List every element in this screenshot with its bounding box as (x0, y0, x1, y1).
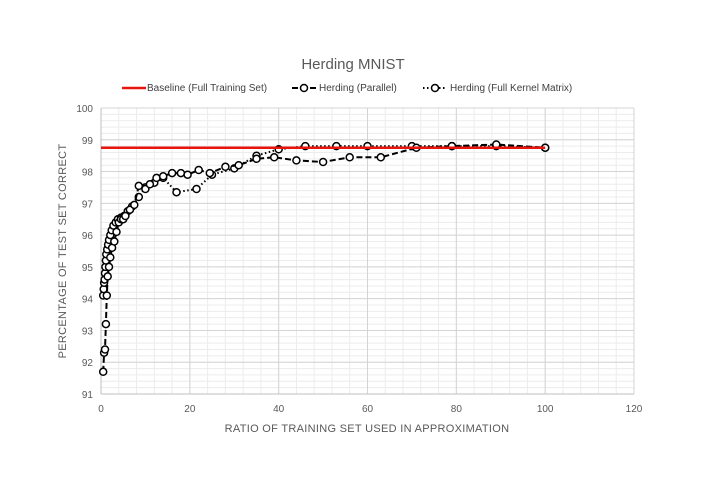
data-point-herding-parallel (98, 367, 108, 377)
tick-labels: 0 20 40 60 80 100 120 91 92 93 94 95 96 97 98 99 100 (76, 104, 642, 415)
data-point-herding-parallel (269, 153, 279, 162)
x-tick-label: 40 (273, 404, 285, 415)
legend-label-herding-parallel: Herding (Parallel) (319, 83, 397, 94)
x-tick-label: 100 (537, 404, 554, 415)
x-tick-label: 20 (184, 404, 196, 415)
data-point-herding-parallel (376, 153, 386, 162)
y-tick-label: 97 (82, 199, 94, 210)
legend-item-herding-parallel: Herding (Parallel) (292, 83, 397, 94)
legend-label-baseline: Baseline (Full Training Set) (147, 83, 267, 94)
legend-item-baseline: Baseline (Full Training Set) (122, 83, 267, 94)
legend-label-herding-full-kernel: Herding (Full Kernel Matrix) (450, 83, 572, 94)
data-point-herding-parallel (106, 253, 115, 262)
data-point-herding-parallel (292, 156, 301, 165)
data-point-herding-parallel (103, 272, 112, 281)
y-tick-label: 96 (82, 231, 94, 242)
x-tick-label: 120 (626, 404, 643, 415)
gridlines (100, 107, 635, 395)
y-tick-label: 94 (82, 295, 94, 306)
data-point-herding-parallel (100, 345, 110, 354)
data-point-herding-parallel (152, 173, 161, 183)
data-point-herding-parallel (130, 200, 139, 210)
y-tick-label: 92 (82, 358, 94, 369)
data-point-herding-parallel (110, 237, 119, 246)
data-point-herding-parallel (102, 291, 112, 300)
series-line-herding-parallel (102, 143, 546, 372)
data-point-herding-parallel (112, 227, 121, 237)
y-tick-label: 91 (82, 390, 94, 401)
data-point-herding-parallel (134, 181, 144, 191)
data-point-herding-full-kernel-matrix (192, 184, 201, 194)
data-point-herding-parallel (101, 319, 111, 329)
y-tick-label: 100 (76, 104, 93, 115)
data-point-herding-parallel (176, 168, 186, 178)
data-point-herding-parallel (121, 211, 130, 221)
data-point-herding-parallel (205, 168, 215, 178)
data-point-herding-parallel (252, 154, 261, 164)
x-tick-label: 60 (362, 404, 374, 415)
legend-marker-herding-full-kernel (430, 83, 440, 93)
data-point-herding-parallel (234, 160, 243, 170)
y-tick-label: 95 (82, 263, 94, 274)
x-axis-title: RATIO OF TRAINING SET USED IN APPROXIMAT… (225, 423, 510, 435)
data-point-herding-parallel (183, 170, 192, 179)
axes (100, 108, 634, 395)
legend-item-herding-full-kernel: Herding (Full Kernel Matrix) (423, 83, 572, 94)
data-point-herding-parallel (194, 165, 203, 175)
data-point-herding-parallel (167, 168, 177, 178)
x-tick-label: 80 (451, 404, 463, 415)
plot-area (98, 140, 550, 377)
y-tick-label: 98 (82, 168, 94, 179)
data-point-herding-parallel (221, 162, 230, 172)
y-axis-title: PERCENTAGE OF TEST SET CORRECT (57, 144, 69, 359)
legend: Baseline (Full Training Set) Herding (Pa… (122, 83, 572, 94)
data-point-herding-full-kernel-matrix (172, 187, 181, 197)
legend-marker-herding-parallel (299, 83, 309, 93)
chart-title: Herding MNIST (301, 56, 404, 73)
data-point-herding-parallel (158, 172, 168, 181)
x-tick-label: 0 (98, 404, 104, 415)
data-point-herding-parallel (345, 153, 354, 162)
y-tick-label: 93 (82, 326, 94, 337)
data-point-herding-parallel (318, 157, 328, 167)
data-point-herding-parallel (104, 262, 114, 272)
data-point-herding-parallel (145, 180, 155, 189)
y-tick-label: 99 (82, 136, 94, 147)
